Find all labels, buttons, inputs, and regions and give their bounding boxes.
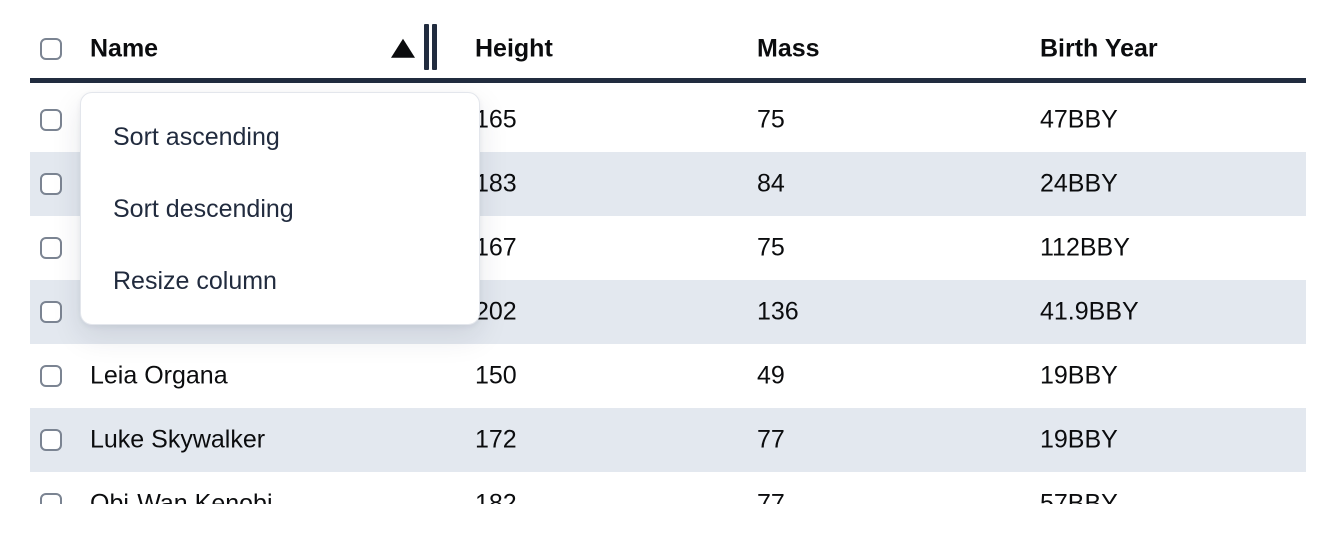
row-checkbox[interactable] <box>40 301 62 323</box>
table-row: Obi-Wan Kenobi 182 77 57BBY <box>30 472 1306 504</box>
row-checkbox[interactable] <box>40 109 62 131</box>
column-context-menu: Sort ascending Sort descending Resize co… <box>80 92 480 325</box>
cell-mass: 49 <box>757 361 785 390</box>
cell-mass: 136 <box>757 297 799 326</box>
cell-height: 182 <box>475 489 517 505</box>
cell-height: 183 <box>475 169 517 198</box>
cell-height: 172 <box>475 425 517 454</box>
cell-name: Leia Organa <box>90 361 228 390</box>
table-row: 167 75 112BBY <box>30 216 1306 280</box>
column-header-height[interactable]: Height <box>475 34 553 63</box>
cell-birth-year: 47BBY <box>1040 105 1118 134</box>
cell-birth-year: 112BBY <box>1040 233 1130 262</box>
cell-mass: 84 <box>757 169 785 198</box>
cell-mass: 75 <box>757 105 785 134</box>
column-header-name[interactable]: Name <box>90 34 159 63</box>
cell-mass: 75 <box>757 233 785 262</box>
cell-height: 202 <box>475 297 517 326</box>
cell-birth-year: 19BBY <box>1040 361 1118 390</box>
cell-mass: 77 <box>757 489 785 505</box>
column-header-mass[interactable]: Mass <box>757 34 820 63</box>
table-row: 165 75 47BBY <box>30 88 1306 152</box>
row-checkbox[interactable] <box>40 493 62 504</box>
select-all-checkbox[interactable] <box>40 38 62 60</box>
menu-item-resize-column[interactable]: Resize column <box>113 266 277 295</box>
sort-ascending-icon <box>391 38 415 58</box>
table-row: Leia Organa 150 49 19BBY <box>30 344 1306 408</box>
cell-name: Luke Skywalker <box>90 425 266 454</box>
cell-birth-year: 57BBY <box>1040 489 1118 505</box>
cell-birth-year: 41.9BBY <box>1040 297 1139 326</box>
row-checkbox[interactable] <box>40 365 62 387</box>
row-checkbox[interactable] <box>40 429 62 451</box>
cell-height: 167 <box>475 233 517 262</box>
cell-birth-year: 24BBY <box>1040 169 1118 198</box>
table-row: Luke Skywalker 172 77 19BBY <box>30 408 1306 472</box>
menu-item-sort-ascending[interactable]: Sort ascending <box>113 122 280 151</box>
row-checkbox[interactable] <box>40 173 62 195</box>
cell-mass: 77 <box>757 425 785 454</box>
column-resize-handle-icon[interactable] <box>424 24 437 70</box>
menu-item-sort-descending[interactable]: Sort descending <box>113 194 294 223</box>
cell-birth-year: 19BBY <box>1040 425 1118 454</box>
cell-name: Obi-Wan Kenobi <box>90 489 273 505</box>
table-header-row: Name Height Mass Birth Year <box>30 20 1306 83</box>
cell-height: 150 <box>475 361 517 390</box>
cell-height: 165 <box>475 105 517 134</box>
column-header-birth-year[interactable]: Birth Year <box>1040 34 1158 63</box>
row-checkbox[interactable] <box>40 237 62 259</box>
